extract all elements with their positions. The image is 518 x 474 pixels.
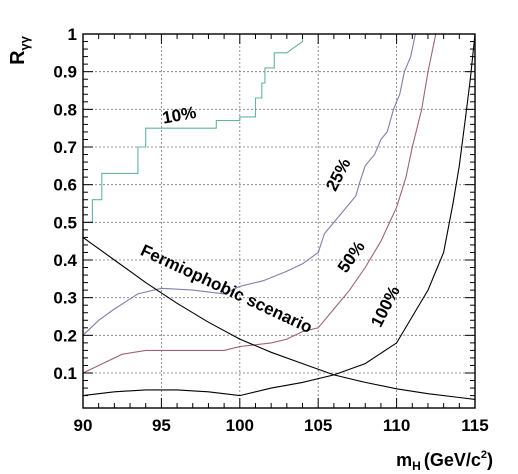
x-tick-label: 105 <box>304 416 332 435</box>
y-tick-label: 0.9 <box>53 63 77 82</box>
contour-labels: 10%25%50%100%Fermiophobic scenario <box>138 103 404 337</box>
x-tick-label: 110 <box>383 416 410 435</box>
series-group <box>82 33 476 400</box>
series-line-25pct <box>82 33 416 336</box>
x-tick-labels: 90 95 100 105 110 115 <box>74 416 489 435</box>
y-tick-label: 0.8 <box>53 100 77 119</box>
x-tick-label: 95 <box>152 416 171 435</box>
plot-frame <box>82 33 476 409</box>
y-tick-label: 1 <box>68 25 77 44</box>
y-tick-label: 0.6 <box>53 176 77 195</box>
y-tick-label: 0.7 <box>53 138 77 157</box>
y-tick-label: 0.4 <box>53 251 77 270</box>
x-tick-label: 90 <box>74 416 93 435</box>
x-tick-label: 115 <box>461 416 488 435</box>
y-tick-label: 0.3 <box>53 289 77 308</box>
series-label-25pct: 25% <box>322 155 354 194</box>
y-tick-labels: 0.1 0.2 0.3 0.4 0.5 0.6 0.7 0.8 0.9 1 <box>53 25 77 383</box>
axis-ticks <box>82 33 476 408</box>
series-line-50pct <box>82 33 437 374</box>
y-tick-label: 0.2 <box>53 326 77 345</box>
series-line-fermiophobic-scenario <box>82 236 476 400</box>
series-label-10pct: 10% <box>161 103 198 128</box>
grid-lines <box>83 34 475 408</box>
y-axis-title: Rγγ <box>7 35 32 65</box>
series-line-100pct <box>82 33 476 397</box>
series-line-10pct <box>83 34 304 223</box>
y-tick-label: 0.1 <box>53 364 77 383</box>
series-label-100pct: 100% <box>367 283 404 330</box>
x-axis-title: mH (GeV/c2) <box>396 449 493 473</box>
x-tick-label: 100 <box>226 416 254 435</box>
y-tick-label: 0.5 <box>53 213 77 232</box>
